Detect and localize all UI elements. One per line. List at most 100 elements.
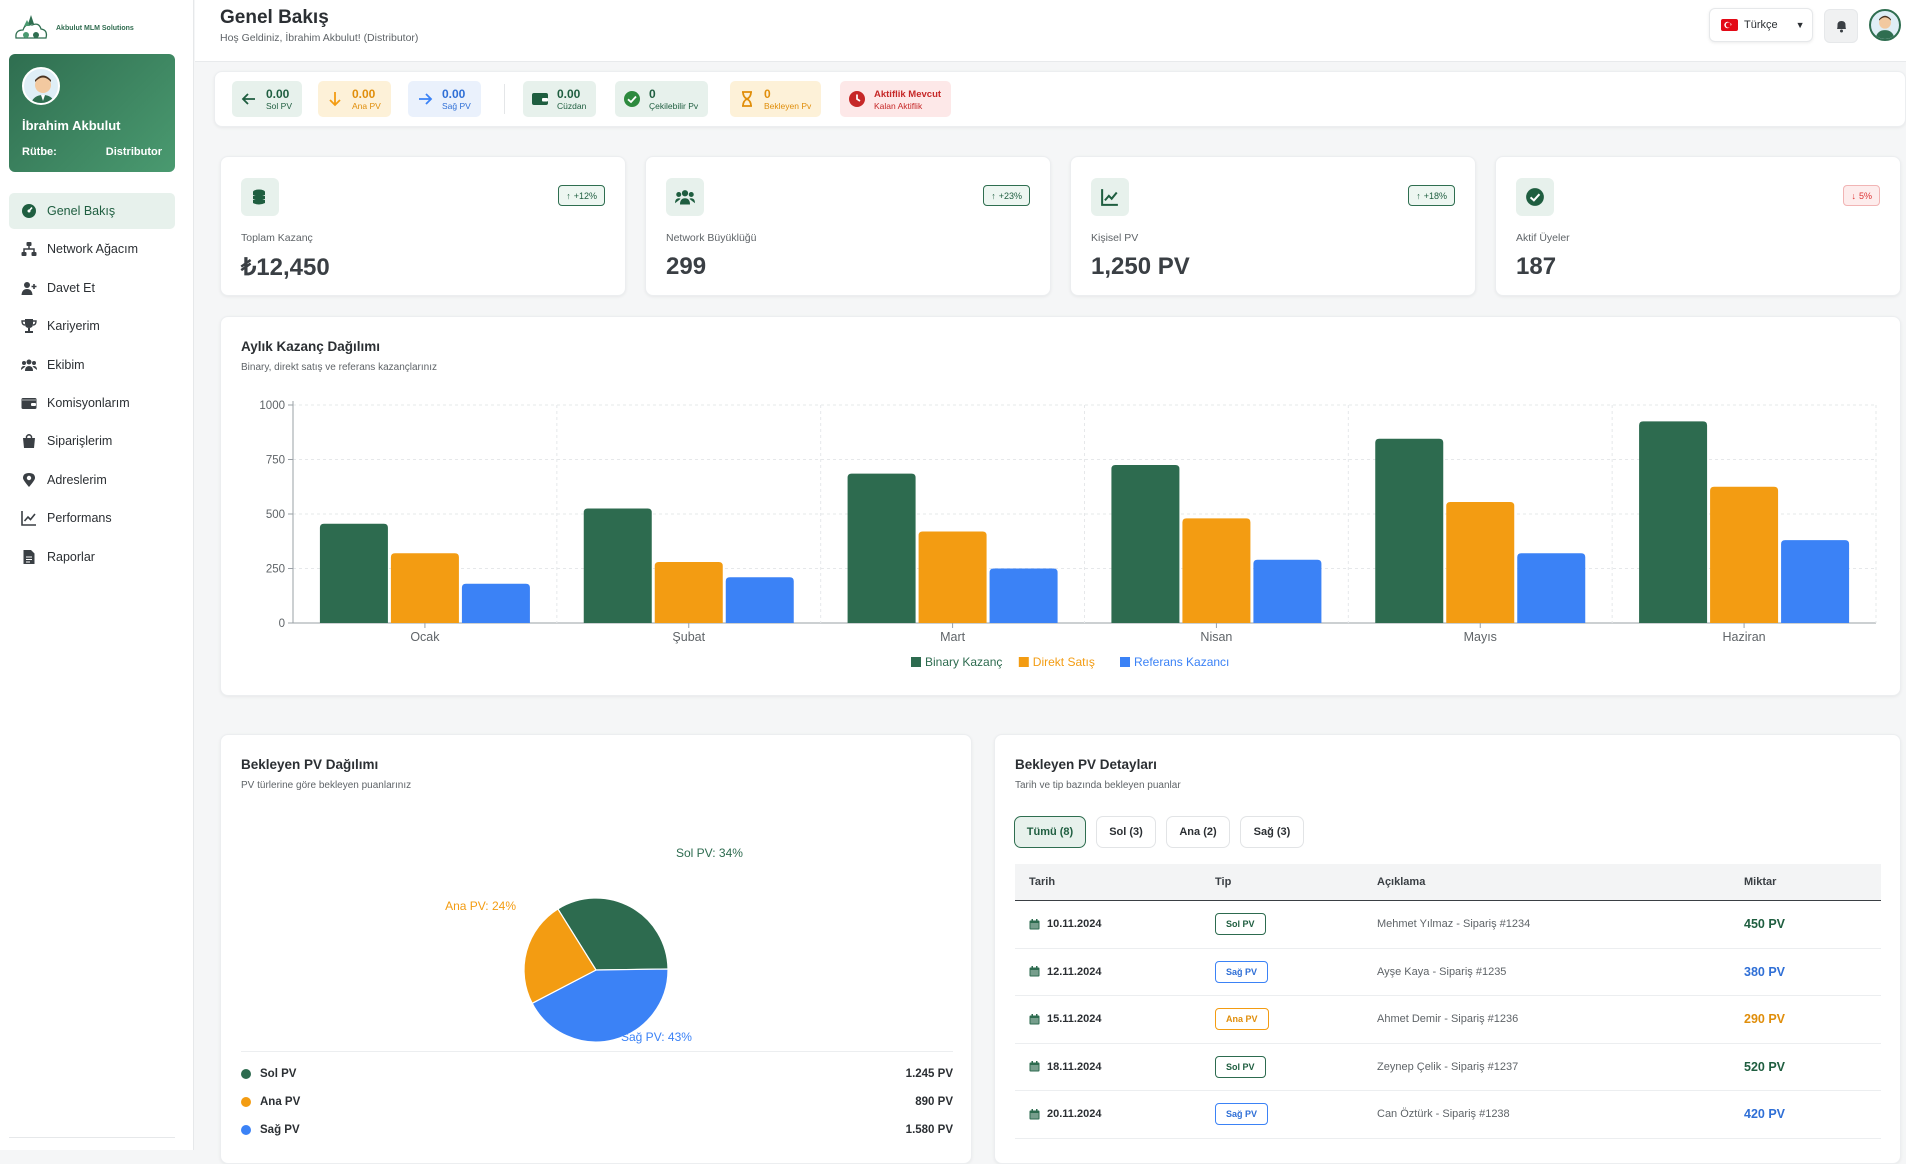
sidebar-item-komisyonlarim[interactable]: Komisyonlarım [9, 385, 175, 421]
y-tick-label: 1000 [259, 400, 285, 412]
clock-icon [849, 91, 865, 107]
sidebar-item-label: Siparişlerim [47, 434, 113, 449]
x-tick-label: Nisan [1200, 630, 1232, 644]
row-amount: 420 PV [1744, 1107, 1786, 1122]
filter-ana-button[interactable]: Ana (2) [1166, 816, 1230, 848]
pv-stats-bar: 0.00 Sol PV 0.00 Ana PV 0.00 Sağ PV 0.00 Cüz… [214, 71, 1906, 127]
dashboard-icon [22, 204, 36, 218]
hourglass-icon [742, 91, 752, 107]
users-icon [666, 178, 704, 216]
sidebar-item-performans[interactable]: Performans [9, 500, 175, 536]
kpi-value: 187 [1516, 253, 1557, 280]
table-row[interactable]: 18.11.2024 Sol PV Zeynep Çelik - Sipariş #… [1015, 1044, 1881, 1091]
bar [1182, 518, 1251, 623]
filter-sag-button[interactable]: Sağ (3) [1240, 816, 1304, 848]
profile-card[interactable]: İbrahim Akbulut Rütbe: Distributor [9, 54, 175, 172]
legend-swatch [1120, 657, 1130, 667]
sag-pv-value: 0.00 [442, 86, 466, 101]
sidebar-item-label: Performans [47, 511, 112, 526]
bar [1710, 486, 1779, 623]
date-cell: 15.11.2024 [1015, 1013, 1215, 1025]
bar [847, 473, 916, 623]
arrow-down-icon [329, 92, 341, 107]
withdrawable-pv-value: 0 [649, 86, 656, 101]
sidebar-item-kariyerim[interactable]: Kariyerim [9, 308, 175, 344]
item-value: 890 PV [915, 1096, 953, 1108]
arrow-up-icon: ↑ [566, 190, 571, 201]
column-header-date[interactable]: Tarih [1029, 876, 1056, 888]
sidebar-item-network[interactable]: Network Ağacım [9, 231, 175, 267]
item-label: Sağ PV [260, 1124, 300, 1136]
panel-title: Aylık Kazanç Dağılımı [241, 339, 381, 354]
row-date: 10.11.2024 [1047, 918, 1102, 931]
notifications-button[interactable] [1824, 9, 1858, 43]
ana-pv-chip: 0.00 Ana PV [318, 81, 391, 117]
legend-dot [241, 1069, 251, 1079]
brand-logo[interactable]: Akbulut MLM Solutions [12, 12, 134, 44]
filter-sol-button[interactable]: Sol (3) [1096, 816, 1156, 848]
bar [319, 523, 388, 623]
pie-label: Sağ PV: 43% [621, 1030, 692, 1044]
pie-slice [531, 968, 669, 1043]
date-cell: 20.11.2024 [1015, 1108, 1215, 1120]
list-item: Sağ PV 1.580 PV [241, 1116, 953, 1144]
language-label: Türkçe [1744, 19, 1778, 31]
type-cell: Sol PV [1215, 913, 1377, 936]
column-header-amount[interactable]: Miktar [1744, 876, 1777, 888]
trophy-icon [21, 319, 37, 334]
filter-all-button[interactable]: Tümü (8) [1014, 816, 1086, 848]
sidebar-item-davet-et[interactable]: Davet Et [9, 270, 175, 306]
bar [989, 568, 1058, 623]
trend-badge: ↑ +12% [558, 185, 605, 206]
bar [1639, 421, 1708, 623]
row-date: 15.11.2024 [1047, 1013, 1102, 1026]
arrow-up-icon: ↑ [1416, 190, 1421, 201]
bell-icon [1836, 21, 1846, 33]
sidebar-item-ekibim[interactable]: Ekibim [9, 347, 175, 383]
legend-label: Referans Kazancı [1134, 655, 1229, 669]
pending-pv-pie-chart: Sol PV: 34% Ana PV: 24% Sağ PV: 43% [445, 846, 743, 1044]
profile-name: İbrahim Akbulut [22, 118, 121, 133]
kpi-value: ₺12,450 [241, 254, 330, 281]
sidebar-item-siparislerim[interactable]: Siparişlerim [9, 423, 175, 459]
pending-pv-legend-list: Sol PV 1.245 PV Ana PV 890 PV Sağ PV 1.580 … [241, 1060, 953, 1144]
y-tick-label: 500 [266, 509, 285, 521]
table-row[interactable]: 10.11.2024 Sol PV Mehmet Yılmaz - Sipariş … [1015, 901, 1881, 949]
sidebar-item-adreslerim[interactable]: Adreslerim [9, 462, 175, 498]
column-header-type[interactable]: Tip [1215, 876, 1232, 888]
sidebar-item-raporlar[interactable]: Raporlar [9, 539, 175, 575]
row-date: 20.11.2024 [1047, 1108, 1102, 1121]
bar [918, 531, 987, 623]
type-badge: Sol PV [1215, 913, 1266, 936]
table-row[interactable]: 20.11.2024 Sağ PV Can Öztürk - Sipariş #12… [1015, 1091, 1881, 1139]
type-cell: Ana PV [1215, 1008, 1377, 1031]
monthly-earnings-chart: 0 250 500 750 1000 Ocak Şubat Mart Nisan Mayıs Haz… [259, 400, 1877, 669]
sidebar-item-label: Network Ağacım [47, 242, 139, 257]
trend-badge: ↑ +23% [983, 185, 1030, 206]
language-select[interactable]: Türkçe ▼ [1709, 8, 1813, 42]
kpi-label: Aktif Üyeler [1516, 232, 1570, 244]
pending-pv-details-panel: Bekleyen PV Detayları Tarih ve tip bazın… [994, 734, 1901, 1164]
wallet-value: 0.00 [557, 86, 581, 101]
date-cell: 10.11.2024 [1015, 918, 1215, 930]
sidebar-item-label: Davet Et [47, 280, 95, 295]
table-row[interactable]: 12.11.2024 Sağ PV Ayşe Kaya - Sipariş #123… [1015, 949, 1881, 996]
activity-status: Aktiflik Mevcut [874, 88, 942, 100]
activity-chip: Aktiflik Mevcut Kalan Aktiflik [840, 81, 952, 117]
arrow-up-icon: ↑ [991, 190, 996, 201]
sag-pv-chip: 0.00 Sağ PV [408, 81, 481, 117]
top-header: Genel Bakış Hoş Geldiniz, İbrahim Akbulu… [195, 0, 1906, 62]
kpi-label: Kişisel PV [1091, 232, 1139, 244]
column-header-description[interactable]: Açıklama [1377, 876, 1426, 888]
user-avatar-button[interactable] [1869, 9, 1901, 41]
pending-pv-chip: 0 Bekleyen Pv [730, 81, 822, 117]
type-badge: Sağ PV [1215, 960, 1269, 983]
user-plus-icon [21, 281, 37, 295]
table-row[interactable]: 15.11.2024 Ana PV Ahmet Demir - Sipariş #1… [1015, 996, 1881, 1044]
bar [1253, 559, 1322, 623]
wallet-label: Cüzdan [557, 100, 587, 111]
sidebar-item-genel-bakis[interactable]: Genel Bakış [9, 193, 175, 229]
badge-text: 5% [1858, 190, 1872, 201]
sidebar: Akbulut MLM Solutions İbrahim Akbulut Rü… [0, 0, 194, 1150]
bar [1111, 464, 1180, 623]
